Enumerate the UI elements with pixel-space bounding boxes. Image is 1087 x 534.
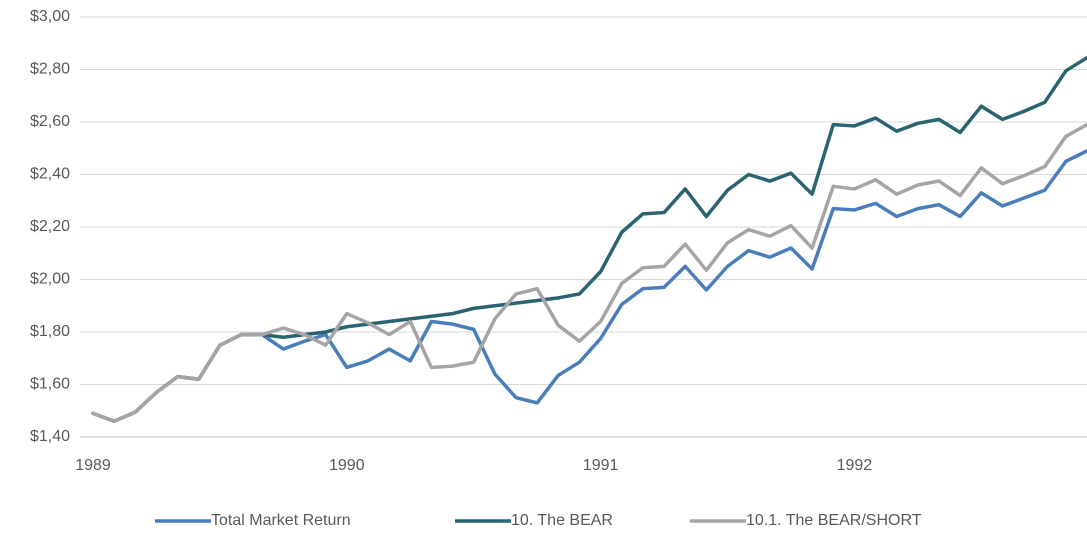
x-tick-label: 1992 (837, 457, 873, 474)
legend-label: 10. The BEAR (511, 512, 613, 529)
x-tick-label: 1990 (329, 457, 365, 474)
y-tick-label: $2,20 (30, 218, 70, 235)
y-tick-label: $2,60 (30, 113, 70, 130)
series-line (91, 122, 1087, 423)
y-tick-label: $2,40 (30, 166, 70, 183)
y-tick-label: $2,80 (30, 61, 70, 78)
y-tick-label: $1,40 (30, 428, 70, 445)
series-line (91, 55, 1087, 423)
x-tick-label: 1991 (583, 457, 619, 474)
series-line (91, 149, 1087, 423)
y-tick-label: $2,00 (30, 271, 70, 288)
y-tick-label: $3,00 (30, 8, 70, 25)
x-tick-label: 1989 (75, 457, 111, 474)
legend-label: Total Market Return (211, 512, 351, 529)
y-tick-label: $1,80 (30, 323, 70, 340)
legend-label: 10.1. The BEAR/SHORT (746, 512, 922, 529)
y-tick-label: $1,60 (30, 376, 70, 393)
